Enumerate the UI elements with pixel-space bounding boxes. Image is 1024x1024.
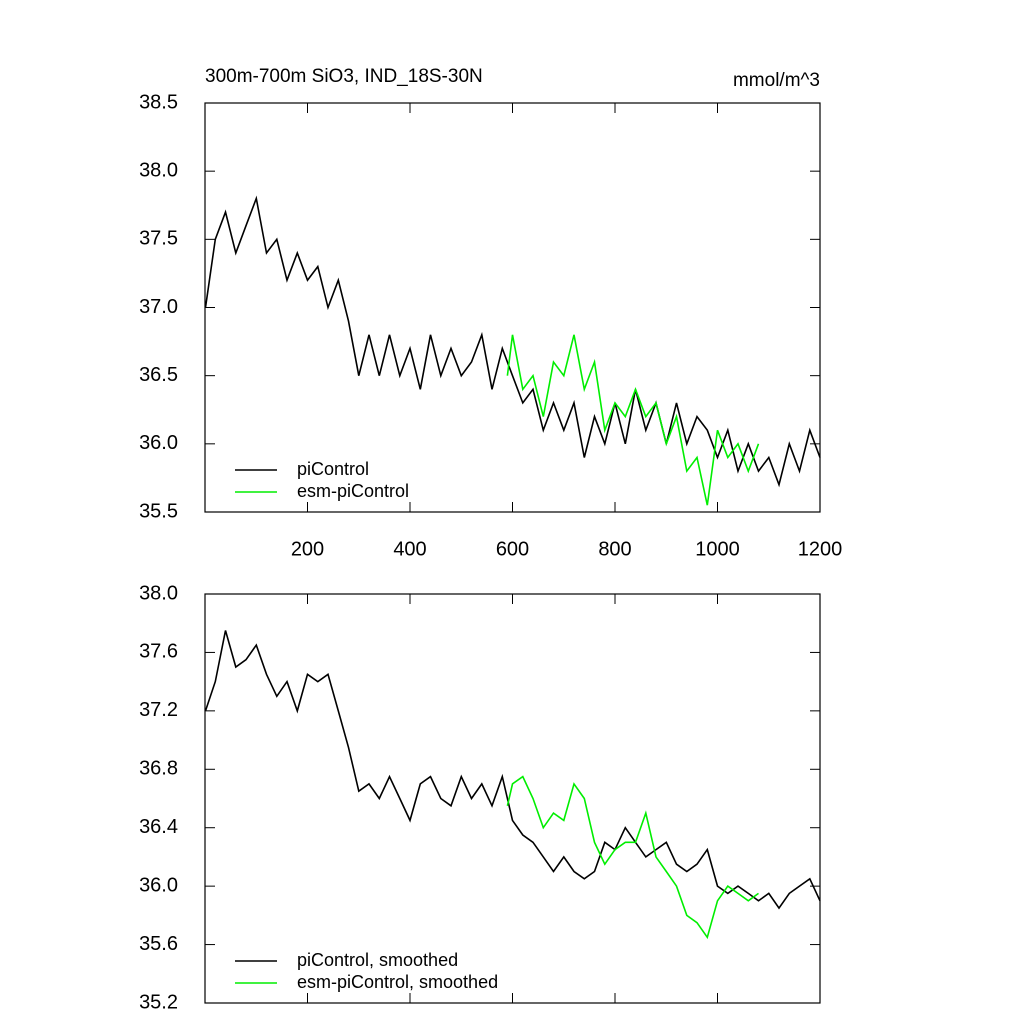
y-tick-label: 37.0	[139, 296, 178, 318]
y-tick-label: 35.5	[139, 500, 178, 522]
data-line	[204, 195, 821, 488]
y-tick-label: 36.0	[139, 432, 178, 454]
plot-frame	[204, 102, 821, 513]
legend-label: esm-piControl, smoothed	[297, 972, 498, 992]
units-label: mmol/m^3	[733, 70, 820, 91]
x-tick-label: 1200	[798, 538, 843, 560]
y-tick-label: 36.8	[139, 758, 178, 780]
y-tick-label: 36.5	[139, 364, 178, 386]
legend-label: esm-piControl	[297, 481, 409, 501]
y-tick-label: 36.4	[139, 816, 178, 838]
legend-label: piControl	[297, 459, 369, 479]
y-tick-label: 37.2	[139, 699, 178, 721]
x-tick-label: 400	[393, 538, 426, 560]
data-line	[204, 630, 821, 910]
y-tick-label: 38.0	[139, 582, 178, 604]
y-tick-label: 37.6	[139, 641, 178, 663]
y-tick-label: 35.6	[139, 933, 178, 955]
y-tick-label: 38.0	[139, 159, 178, 181]
data-line	[506, 334, 760, 506]
x-tick-label: 600	[496, 538, 529, 560]
data-line	[506, 775, 759, 940]
y-tick-label: 36.0	[139, 874, 178, 896]
legend-label: piControl, smoothed	[297, 950, 458, 970]
chart-title: 300m-700m SiO3, IND_18S-30N	[205, 66, 483, 87]
x-tick-label: 800	[598, 538, 631, 560]
y-tick-label: 37.5	[139, 228, 178, 250]
x-tick-label: 1000	[695, 538, 740, 560]
y-tick-label: 38.5	[139, 91, 178, 113]
y-tick-label: 35.2	[139, 991, 178, 1013]
plot-frame	[204, 593, 821, 1004]
x-tick-label: 200	[291, 538, 324, 560]
